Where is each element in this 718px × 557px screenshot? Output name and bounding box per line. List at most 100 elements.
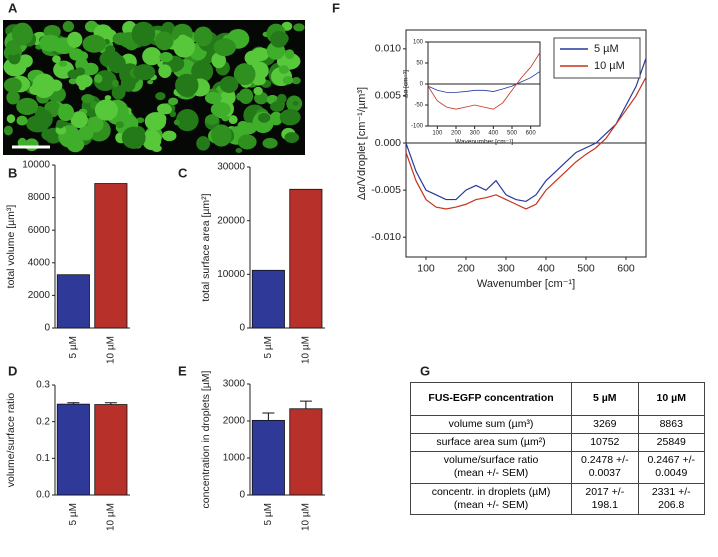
droplet [158, 64, 172, 79]
droplet [81, 93, 95, 104]
droplet [221, 115, 230, 122]
droplet [5, 40, 21, 56]
droplet [293, 23, 305, 32]
droplet [173, 119, 180, 126]
droplet [55, 125, 67, 135]
droplet [193, 26, 213, 47]
y-axis-label: volume/surface ratio [5, 393, 17, 488]
droplet [270, 101, 285, 112]
y-tick-label: -50 [414, 103, 423, 109]
y-tick-label: 0.2 [36, 416, 50, 427]
table-cell: volume/surface ratio (mean +/- SEM) [409, 451, 573, 484]
droplet [70, 111, 88, 129]
y-tick-label: 3000 [223, 379, 246, 390]
bar [251, 269, 285, 329]
droplet [94, 74, 103, 83]
y-tick-label: 100 [413, 40, 424, 46]
table-cell: concentr. in droplets (µM) (mean +/- SEM… [409, 482, 573, 515]
series-line [405, 76, 647, 210]
legend-label: 10 µM [594, 60, 625, 72]
table-header: 5 µM [571, 382, 639, 416]
droplet [168, 97, 179, 106]
y-tick-label: 0 [239, 323, 245, 334]
droplet [66, 136, 85, 153]
bar [289, 408, 323, 496]
panel-label: C [178, 165, 188, 180]
droplet [68, 39, 76, 47]
droplet [233, 63, 256, 86]
droplets [3, 20, 305, 154]
bar [94, 183, 128, 329]
legend-label: 5 µM [594, 43, 619, 55]
droplet [6, 90, 20, 105]
y-axis-label: total surface area [µm²] [200, 193, 212, 301]
droplet [32, 76, 48, 92]
bar [289, 188, 323, 329]
droplet [284, 49, 295, 60]
y-tick-label: 6000 [28, 225, 51, 236]
droplet [270, 30, 288, 48]
droplet [111, 84, 126, 100]
table-cell: surface area sum (µm²) [409, 433, 573, 453]
droplet [68, 78, 78, 85]
droplet [16, 115, 28, 126]
x-tick-label: 200 [451, 131, 462, 137]
y-tick-label: 8000 [28, 192, 51, 203]
droplet [82, 34, 107, 53]
x-tick-label: 300 [470, 131, 481, 137]
droplet [69, 48, 84, 61]
y-tick-label: -0.005 [371, 184, 401, 196]
series-line [427, 71, 541, 93]
error-bar [67, 402, 80, 405]
droplet [33, 109, 53, 129]
droplet [6, 114, 16, 124]
droplet [284, 132, 300, 144]
y-tick-label: 10000 [22, 160, 50, 171]
droplet [39, 34, 62, 52]
panel-label: B [8, 165, 17, 180]
droplet [237, 120, 249, 131]
droplet [159, 51, 173, 63]
y-tick-label: 30000 [217, 162, 245, 173]
x-tick-label: 10 µM [106, 336, 117, 364]
bar [56, 403, 90, 496]
x-tick-label: 100 [417, 262, 435, 274]
y-tick-label: 0 [44, 323, 50, 334]
x-tick-label: 10 µM [106, 503, 117, 531]
droplet [78, 125, 94, 141]
droplet [74, 67, 86, 76]
y-tick-label: 0.005 [375, 90, 401, 102]
error-bar [104, 402, 117, 405]
error-bar [262, 412, 275, 421]
droplet [282, 76, 294, 85]
x-tick-label: 5 µM [68, 503, 79, 525]
y-tick-label: 0.010 [375, 43, 401, 55]
y-tick-label: -0.010 [371, 231, 401, 243]
droplet [235, 147, 243, 154]
droplet [162, 130, 177, 142]
droplet [56, 119, 65, 129]
series-line [405, 58, 647, 203]
droplet [62, 21, 75, 33]
y-axis-label: total volume [µm³] [5, 205, 17, 289]
x-tick-label: 300 [497, 262, 515, 274]
x-axis-label: Wavenumber [cm⁻¹] [455, 138, 513, 145]
droplet [131, 21, 156, 47]
droplet [262, 137, 278, 149]
droplet [196, 136, 211, 151]
droplet [52, 55, 61, 64]
droplet [144, 112, 167, 131]
droplet [155, 92, 166, 101]
droplet [191, 60, 214, 83]
droplet [147, 80, 154, 85]
droplet [120, 75, 136, 92]
y-tick-label: 1000 [223, 453, 246, 464]
x-tick-label: 100 [432, 131, 443, 137]
x-tick-label: 400 [537, 262, 555, 274]
table-cell: 2017 +/- 198.1 [571, 482, 639, 515]
droplet [121, 126, 146, 149]
droplet [104, 95, 112, 101]
droplet [111, 79, 119, 88]
table-cell: 25849 [637, 433, 706, 453]
